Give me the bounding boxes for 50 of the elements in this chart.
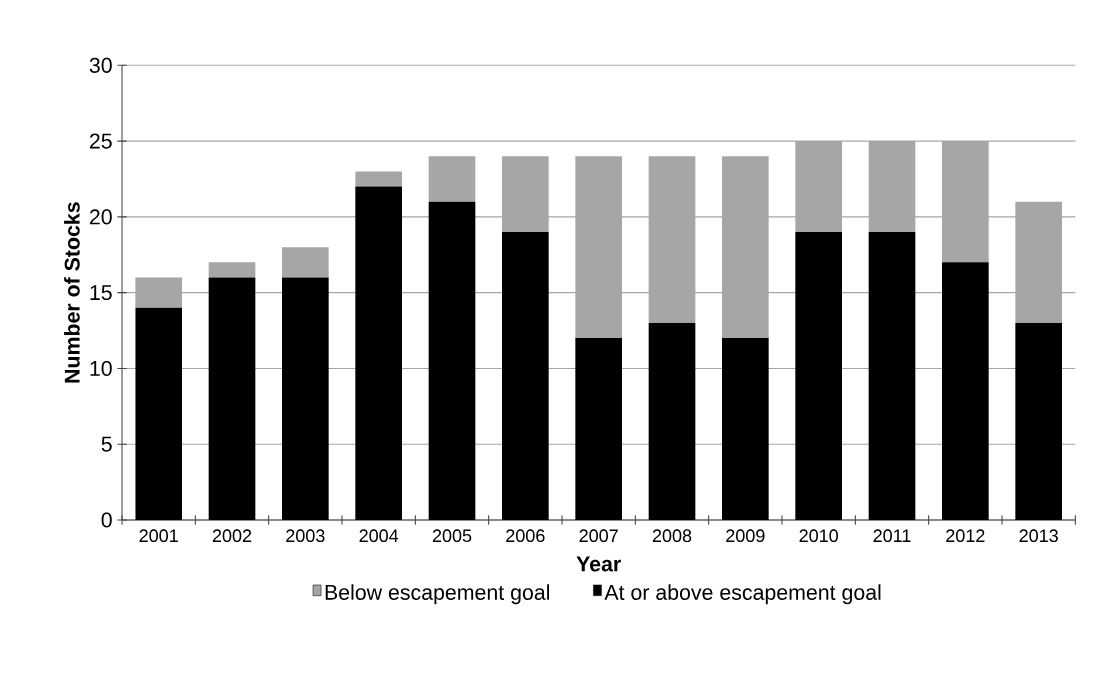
bar (428, 201, 476, 520)
bar (868, 141, 916, 233)
bar (722, 156, 769, 339)
bar (795, 141, 843, 233)
bar (135, 307, 183, 520)
y-axis-title: Number of Stocks (64, 202, 80, 383)
legend-label: Below escapement goal (325, 584, 550, 605)
x-tick-label: 2012 (946, 529, 985, 543)
bar (428, 156, 476, 202)
bar (502, 232, 549, 520)
bar (575, 156, 622, 339)
x-tick-label: 2011 (873, 529, 911, 543)
bar (208, 277, 256, 520)
x-tick-label: 2010 (799, 529, 838, 543)
x-tick-label: 2009 (726, 529, 765, 543)
x-tick-label: 2004 (359, 529, 399, 543)
y-tick-label: 20 (89, 209, 112, 225)
y-tick-label: 30 (89, 57, 112, 73)
bar (648, 322, 696, 520)
bar (355, 186, 403, 520)
x-tick-label: 2006 (506, 529, 545, 543)
bar (942, 141, 989, 263)
x-tick-label: 2003 (286, 529, 325, 543)
bar (722, 338, 769, 520)
x-tick-label: 2013 (1019, 529, 1058, 543)
x-axis-title: Year (576, 556, 621, 572)
y-tick-label: 25 (89, 133, 112, 149)
bar (282, 277, 329, 520)
x-tick-label: 2002 (212, 529, 252, 543)
bar (648, 156, 696, 323)
bar (282, 247, 329, 278)
bar (868, 232, 916, 520)
bar (942, 262, 989, 520)
x-tick-label: 2007 (579, 529, 618, 543)
bar (575, 338, 622, 520)
x-tick-label: 2001 (139, 529, 178, 543)
legend-label: At or above escapement goal (604, 584, 881, 605)
y-tick-label: 0 (101, 512, 112, 528)
bar (1015, 201, 1063, 323)
y-tick-label: 15 (90, 285, 112, 301)
bar (208, 262, 256, 278)
y-tick-label: 10 (90, 360, 112, 376)
bar (502, 156, 549, 233)
x-tick-label: 2005 (432, 529, 472, 543)
bar (135, 277, 183, 308)
bar (1015, 322, 1063, 520)
bar (355, 171, 403, 187)
x-tick-label: 2008 (652, 529, 692, 543)
bar (795, 232, 843, 520)
y-tick-label: 5 (101, 436, 112, 452)
